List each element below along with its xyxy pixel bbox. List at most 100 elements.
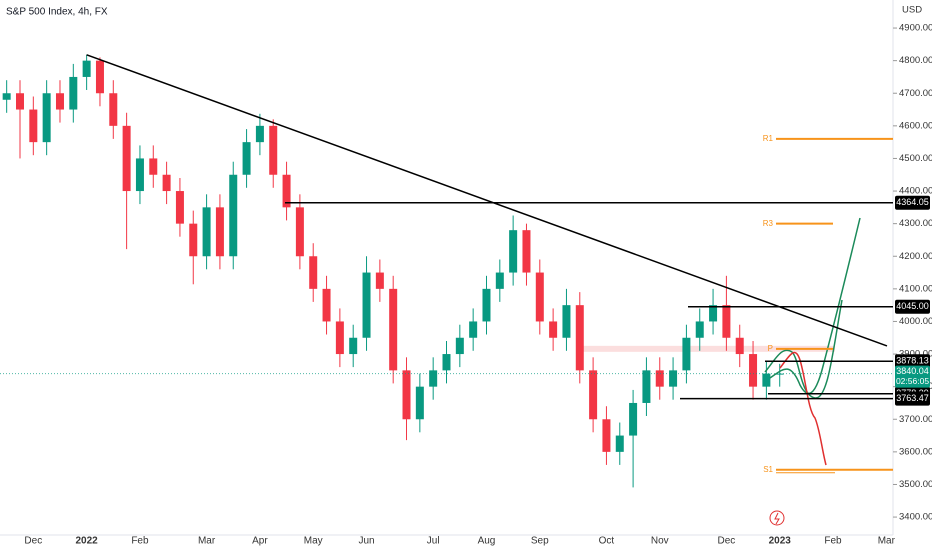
y-tick-label: 4400.00 bbox=[899, 186, 932, 197]
candle-body bbox=[749, 354, 758, 387]
x-tick-label: Mar bbox=[878, 536, 896, 547]
candle-body bbox=[562, 305, 571, 338]
candle-body bbox=[122, 125, 131, 192]
x-tick-label: Sep bbox=[531, 536, 549, 547]
candle-body bbox=[2, 93, 11, 100]
candle-body bbox=[429, 370, 438, 387]
candle-body bbox=[229, 174, 238, 257]
candle-body bbox=[362, 272, 371, 338]
candle-body bbox=[575, 305, 584, 371]
y-tick-label: 3900.00 bbox=[899, 349, 932, 360]
candle-body bbox=[482, 288, 491, 322]
x-tick-label: Nov bbox=[651, 536, 669, 547]
y-tick-label: 4600.00 bbox=[899, 120, 932, 131]
candle-body bbox=[735, 337, 744, 355]
x-tick-label: Aug bbox=[478, 536, 496, 547]
countdown: 02:56:05 bbox=[896, 376, 929, 386]
y-tick-label: 4000.00 bbox=[899, 316, 932, 327]
candle-body bbox=[349, 337, 358, 355]
price-label-bg bbox=[895, 299, 930, 314]
current-price-bg bbox=[895, 365, 930, 388]
x-tick-label: Oct bbox=[599, 536, 615, 547]
pivot-label: S1 bbox=[763, 465, 773, 474]
candle-body bbox=[215, 207, 224, 257]
candle-body bbox=[202, 207, 211, 257]
candle-body bbox=[469, 321, 478, 338]
currency: USD bbox=[902, 5, 922, 16]
candle-body bbox=[69, 76, 78, 110]
y-tick-label: 4100.00 bbox=[899, 283, 932, 294]
candle-body bbox=[335, 321, 344, 355]
candle-body bbox=[682, 337, 691, 371]
price-label: 4045.00 bbox=[896, 301, 929, 311]
x-tick-label: Mar bbox=[198, 536, 216, 547]
candle-body bbox=[589, 370, 598, 420]
y-tick-label: 4500.00 bbox=[899, 153, 932, 164]
candle-body bbox=[602, 419, 611, 452]
price-label-bg bbox=[895, 391, 930, 406]
candle-body bbox=[549, 321, 558, 338]
candle-body bbox=[55, 93, 64, 110]
x-tick-label: Apr bbox=[252, 536, 268, 547]
candle-body bbox=[509, 230, 518, 273]
pivot-label: P bbox=[768, 344, 773, 353]
candle-body bbox=[322, 288, 331, 322]
candle-body bbox=[15, 93, 24, 110]
current-price-label: 3840.04 bbox=[896, 366, 929, 376]
candle-body bbox=[149, 158, 158, 175]
candle-body bbox=[242, 142, 251, 175]
candle-body bbox=[375, 272, 384, 289]
candle-body bbox=[535, 272, 544, 322]
pivot-label: R3 bbox=[763, 219, 774, 228]
event-icon bbox=[769, 510, 785, 526]
price-label: 3763.47 bbox=[896, 393, 929, 403]
candle-body bbox=[629, 402, 638, 436]
price-label-bg bbox=[895, 195, 930, 210]
candle-body bbox=[642, 370, 651, 403]
candle-body bbox=[415, 386, 424, 420]
x-tick-label: Jul bbox=[427, 536, 440, 547]
y-tick-label: 3700.00 bbox=[899, 414, 932, 425]
candle-body bbox=[282, 174, 291, 208]
candle-body bbox=[309, 256, 318, 289]
y-tick-label: 4200.00 bbox=[899, 251, 932, 262]
candle-body bbox=[42, 93, 51, 143]
x-tick-label: 2023 bbox=[769, 536, 792, 547]
candle-body bbox=[669, 370, 678, 387]
candle-body bbox=[255, 125, 264, 143]
x-tick-label: Feb bbox=[131, 536, 149, 547]
candle-body bbox=[762, 373, 771, 387]
y-tick-label: 4800.00 bbox=[899, 55, 932, 66]
candle-body bbox=[709, 305, 718, 322]
price-label: 4364.05 bbox=[896, 197, 929, 207]
candle-body bbox=[29, 109, 38, 143]
forecast-path bbox=[764, 299, 843, 399]
chart-title: S&P 500 Index, 4h, FX bbox=[6, 7, 108, 18]
candle-body bbox=[775, 373, 784, 375]
pivot-label: R1 bbox=[763, 134, 774, 143]
candle-body bbox=[109, 93, 118, 126]
candle-body bbox=[495, 272, 504, 289]
event-icon bbox=[774, 512, 780, 525]
candle-body bbox=[615, 435, 624, 452]
y-tick-label: 3600.00 bbox=[899, 446, 932, 457]
price-label: 3878.13 bbox=[896, 356, 929, 366]
x-tick-label: May bbox=[304, 536, 323, 547]
price-label-bg bbox=[895, 354, 930, 369]
y-tick-label: 3500.00 bbox=[899, 479, 932, 490]
trendline bbox=[86, 54, 888, 347]
x-tick-label: 2022 bbox=[76, 536, 99, 547]
candle-body bbox=[295, 207, 304, 257]
y-tick-label: 4700.00 bbox=[899, 88, 932, 99]
candle-body bbox=[269, 125, 278, 175]
y-tick-label: 3400.00 bbox=[899, 512, 932, 523]
candle-body bbox=[442, 354, 451, 371]
forecast-path bbox=[769, 217, 861, 395]
candle-body bbox=[655, 370, 664, 387]
candle-body bbox=[189, 223, 198, 257]
candle-body bbox=[455, 337, 464, 355]
plot-area bbox=[0, 54, 893, 488]
candle-body bbox=[402, 370, 411, 420]
